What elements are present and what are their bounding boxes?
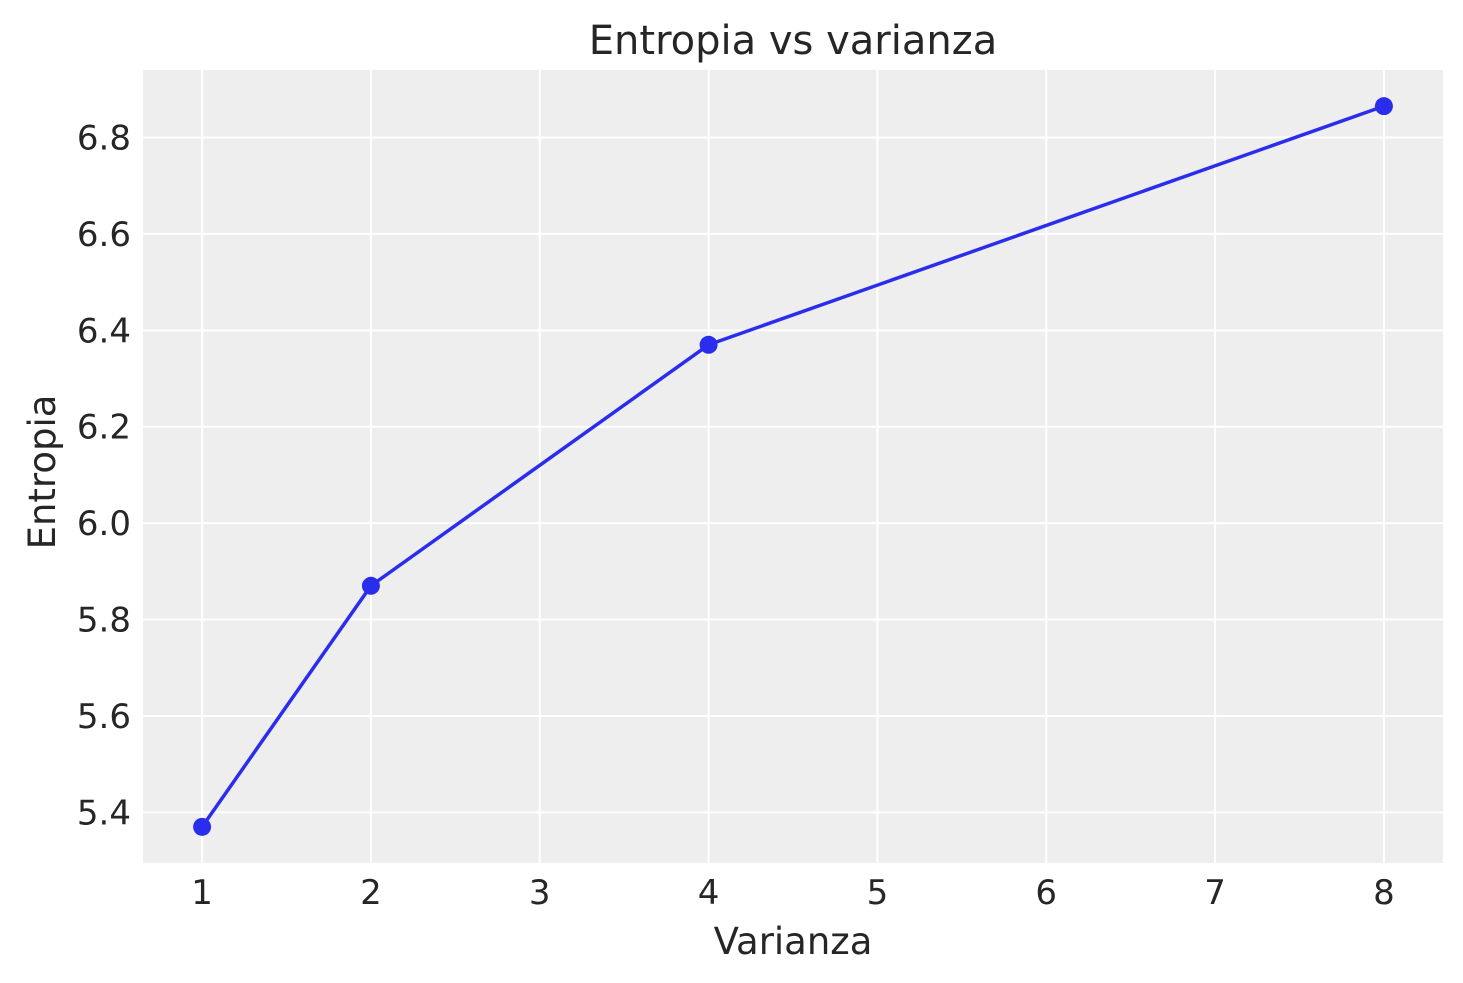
x-axis-ticks: 1 2 3 4 5 6 7 8 bbox=[191, 873, 1394, 913]
data-point bbox=[193, 817, 212, 836]
series-layer bbox=[193, 97, 1393, 836]
y-tick-label: 6.0 bbox=[77, 504, 131, 544]
y-axis-label: Entropia bbox=[21, 395, 64, 550]
x-tick-label: 4 bbox=[698, 873, 720, 913]
x-tick-label: 8 bbox=[1373, 873, 1395, 913]
x-tick-label: 3 bbox=[529, 873, 551, 913]
data-point bbox=[699, 335, 718, 354]
y-tick-label: 6.4 bbox=[77, 311, 131, 351]
chart-title: Entropia vs varianza bbox=[589, 18, 997, 64]
y-tick-label: 5.8 bbox=[77, 601, 131, 641]
y-tick-label: 5.6 bbox=[77, 697, 131, 737]
x-tick-label: 5 bbox=[867, 873, 889, 913]
y-tick-label: 6.6 bbox=[77, 215, 131, 255]
x-tick-label: 7 bbox=[1204, 873, 1226, 913]
series-line bbox=[200, 104, 1386, 829]
x-tick-label: 2 bbox=[360, 873, 382, 913]
y-tick-label: 5.4 bbox=[77, 793, 131, 833]
data-point bbox=[1374, 97, 1393, 116]
y-tick-label: 6.8 bbox=[77, 118, 131, 158]
x-tick-label: 6 bbox=[1035, 873, 1057, 913]
y-tick-label: 6.2 bbox=[77, 408, 131, 448]
x-axis-label: Varianza bbox=[714, 920, 873, 963]
y-axis-ticks: 5.4 5.6 5.8 6.0 6.2 6.4 6.6 6.8 bbox=[77, 118, 131, 833]
data-point bbox=[361, 576, 380, 595]
grid bbox=[143, 70, 1443, 863]
x-tick-label: 1 bbox=[191, 873, 213, 913]
plot-area bbox=[143, 70, 1443, 863]
